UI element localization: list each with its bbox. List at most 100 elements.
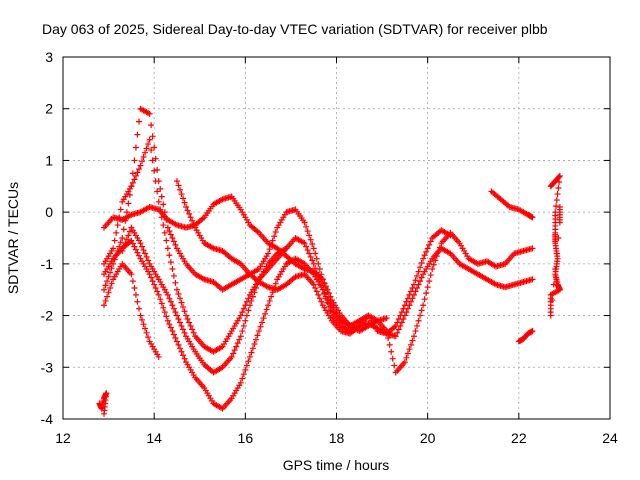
- data-point: [170, 238, 177, 245]
- data-point: [104, 293, 111, 300]
- data-point: [429, 266, 436, 273]
- data-point: [142, 250, 149, 257]
- data-point: [312, 284, 319, 291]
- data-point: [407, 341, 414, 348]
- y-tick-label: -2: [41, 308, 54, 324]
- data-point: [304, 247, 311, 254]
- data-point: [139, 243, 146, 250]
- data-point: [324, 299, 331, 306]
- x-tick-label: 24: [602, 430, 618, 446]
- data-point: [249, 293, 256, 300]
- data-points: [96, 105, 563, 417]
- data-point: [412, 328, 419, 335]
- data-point: [172, 334, 179, 341]
- data-point: [256, 328, 263, 335]
- data-point: [122, 217, 129, 224]
- data-point: [110, 260, 117, 267]
- data-point: [555, 235, 562, 241]
- data-point: [167, 231, 174, 238]
- data-point: [108, 280, 115, 287]
- data-point: [246, 302, 253, 309]
- data-point: [166, 321, 173, 328]
- data-point: [327, 308, 334, 315]
- data-point: [243, 312, 250, 319]
- data-point: [132, 291, 139, 298]
- data-point: [310, 245, 317, 252]
- y-tick-label: 2: [45, 101, 53, 117]
- data-point: [404, 350, 411, 357]
- data-point: [181, 199, 188, 206]
- y-tick-label: -4: [41, 411, 54, 427]
- series-track-3: [101, 136, 454, 355]
- data-point: [414, 322, 421, 329]
- data-point: [161, 209, 168, 216]
- data-point: [163, 237, 170, 244]
- data-point: [101, 286, 108, 293]
- series-track-4: [101, 105, 536, 340]
- data-point: [268, 241, 275, 248]
- data-point: [553, 203, 560, 210]
- data-point: [386, 341, 393, 348]
- data-point: [175, 182, 182, 189]
- data-point: [158, 193, 165, 200]
- data-point: [155, 353, 162, 360]
- data-point: [145, 141, 152, 148]
- data-point: [166, 252, 173, 259]
- data-point: [158, 300, 165, 307]
- series-track-8: [488, 188, 536, 221]
- data-point: [102, 297, 109, 304]
- data-point: [173, 178, 180, 185]
- data-point: [409, 337, 416, 344]
- data-point: [186, 210, 193, 217]
- data-point: [423, 248, 430, 255]
- data-point: [424, 284, 431, 291]
- data-point: [248, 297, 255, 304]
- data-point: [126, 228, 133, 235]
- data-point: [137, 312, 144, 319]
- data-point: [246, 353, 253, 360]
- data-point: [146, 110, 153, 117]
- data-point: [187, 322, 194, 329]
- data-point: [178, 348, 185, 355]
- axis-ticks: [62, 56, 611, 420]
- data-point: [129, 179, 136, 186]
- data-point: [134, 169, 141, 176]
- data-point: [166, 228, 173, 235]
- data-point: [105, 273, 112, 280]
- data-point: [172, 241, 179, 248]
- data-point: [237, 312, 244, 319]
- data-point: [189, 326, 196, 333]
- data-point: [169, 266, 176, 273]
- data-point: [391, 362, 398, 369]
- data-point: [237, 379, 244, 386]
- data-point: [303, 223, 310, 230]
- data-point: [180, 352, 187, 359]
- data-point: [157, 206, 164, 213]
- data-point: [260, 315, 267, 322]
- data-point: [111, 256, 118, 263]
- data-point: [157, 185, 164, 192]
- data-point: [164, 317, 171, 324]
- data-point: [319, 286, 326, 293]
- data-point: [313, 255, 320, 262]
- data-point: [160, 304, 167, 311]
- data-point: [259, 319, 266, 326]
- data-point: [184, 207, 191, 214]
- data-point: [146, 136, 153, 143]
- data-point: [154, 166, 161, 173]
- data-point: [237, 333, 244, 340]
- data-point: [149, 133, 156, 140]
- data-point: [149, 278, 156, 285]
- x-axis-label: GPS time / hours: [283, 457, 390, 473]
- data-point: [122, 240, 129, 247]
- data-point: [529, 328, 536, 335]
- data-point: [143, 253, 150, 260]
- data-point: [104, 278, 111, 285]
- x-tick-label: 22: [511, 430, 527, 446]
- y-tick-label: 0: [45, 204, 53, 220]
- data-point: [319, 276, 326, 283]
- data-point: [172, 309, 179, 316]
- data-point: [135, 252, 142, 259]
- data-point: [392, 333, 399, 340]
- data-point: [307, 253, 314, 260]
